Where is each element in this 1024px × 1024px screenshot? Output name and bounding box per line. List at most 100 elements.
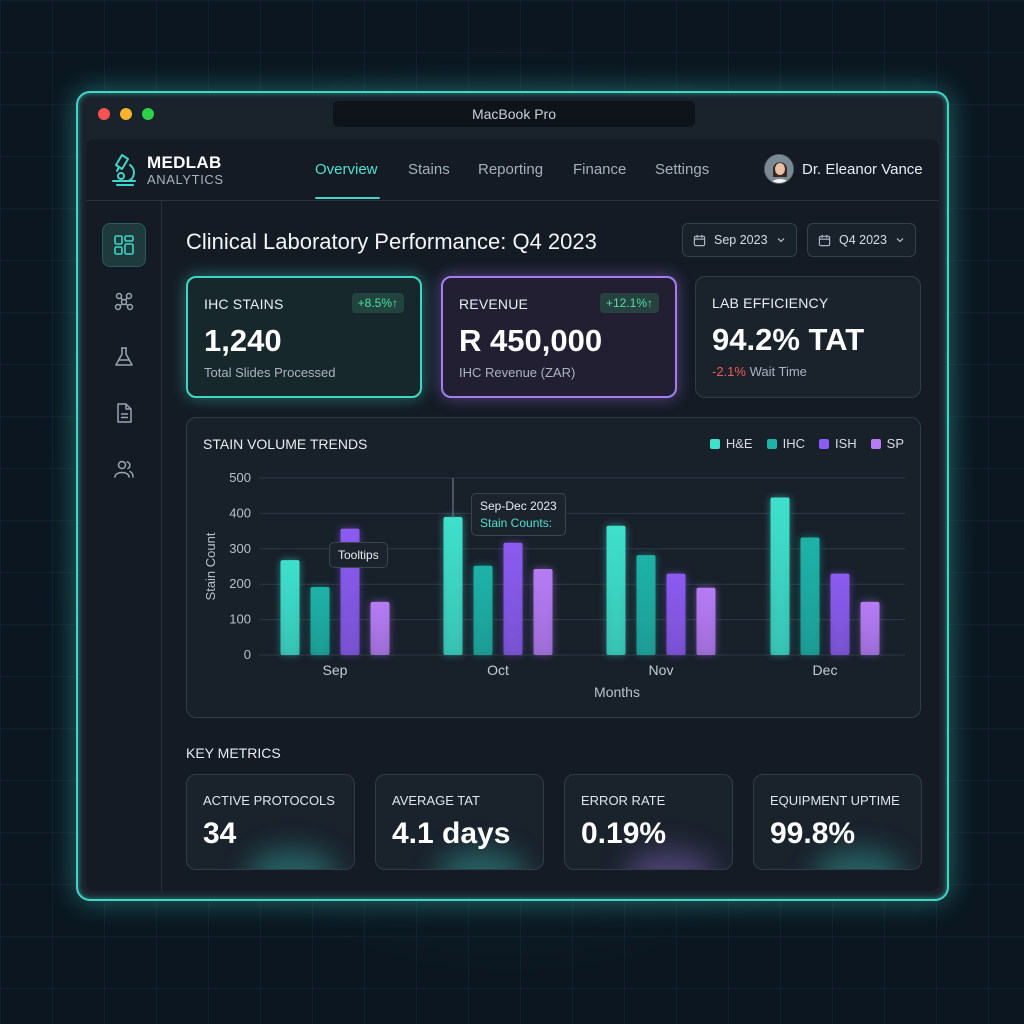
metric-label: EQUIPMENT UPTIME [770,793,900,808]
metric-value: 0.19% [581,817,667,850]
metric-value: 4.1 days [392,817,511,850]
card-glow [436,849,526,869]
close-window-button[interactable] [98,108,110,120]
bar-ihc-sep [310,587,330,655]
chart-tooltip-detail: Sep-Dec 2023 Stain Counts: [471,493,566,536]
y-tick-label: 100 [229,612,251,627]
kpi-subtitle: -2.1% Wait Time [712,364,807,379]
page-title: Clinical Laboratory Performance: Q4 2023 [186,229,597,254]
legend-swatch [818,438,829,449]
card-glow [247,849,337,869]
dashboard-icon [114,235,134,255]
bar-ish-dec [830,573,850,655]
kpi-subtitle: IHC Revenue (ZAR) [459,365,576,380]
molecule-icon [114,292,134,311]
x-tick-label: Nov [649,662,674,678]
bar-sp-sep [370,601,390,655]
window-titlebar: MacBook Pro [78,93,947,137]
kpi-subtitle: Total Slides Processed [204,365,336,380]
trend-badge: +12.1%↑ [599,293,659,313]
metric-card-equipment-uptime[interactable]: EQUIPMENT UPTIME 99.8% [753,774,922,870]
brand-subtitle: ANALYTICS [147,172,224,187]
chart-legend: H&E IHC ISH SP [709,436,904,451]
user-avatar-icon [765,155,793,183]
bar-sp-nov [696,587,716,655]
x-tick-label: Sep [323,662,348,678]
avatar[interactable] [764,154,794,184]
kpi-label: IHC STAINS [204,296,284,312]
document-icon [117,403,132,423]
metric-label: ACTIVE PROTOCOLS [203,793,335,808]
y-axis-label: Stain Count [203,532,218,600]
chart-title: STAIN VOLUME TRENDS [203,436,368,452]
bar-he-dec [770,497,790,655]
sidebar-item-lab[interactable] [102,335,146,379]
bar-he-nov [606,525,626,655]
card-glow [814,849,904,869]
calendar-icon [818,234,831,246]
kpi-delta: -2.1% [712,364,746,379]
user-name[interactable]: Dr. Eleanor Vance [802,161,923,178]
nav-tab-stains[interactable]: Stains [408,161,450,178]
app-header: MEDLAB ANALYTICS Overview Stains Reporti… [86,139,939,201]
bar-sp-oct [533,568,553,655]
kpi-value: 94.2% TAT [712,322,865,357]
legend-swatch [870,438,881,449]
sidebar-item-users[interactable] [102,447,146,491]
maximize-window-button[interactable] [142,108,154,120]
nav-tab-settings[interactable]: Settings [655,161,710,178]
kpi-card-revenue[interactable]: REVENUE +12.1%↑ R 450,000 IHC Revenue (Z… [441,276,677,398]
y-tick-label: 300 [229,541,251,556]
metric-card-active-protocols[interactable]: ACTIVE PROTOCOLS 34 [186,774,355,870]
metric-label: ERROR RATE [581,793,666,808]
sidebar [86,201,162,891]
sidebar-item-molecules[interactable] [102,279,146,323]
x-axis-label: Months [594,684,640,700]
bar-ihc-oct [473,565,493,655]
tooltip-title: Sep-Dec 2023 [480,499,557,513]
legend-swatch [766,438,777,449]
bar-ihc-nov [636,555,656,655]
legend-label: IHC [782,436,805,451]
nav-tab-overview[interactable]: Overview [315,161,378,178]
metric-value: 34 [203,817,237,850]
trend-badge: +8.5%↑ [351,293,404,313]
legend-item-ish[interactable]: ISH [818,436,857,451]
month-filter-dropdown[interactable]: Sep 2023 [682,223,797,257]
kpi-value: 1,240 [204,323,282,358]
nav-tab-reporting[interactable]: Reporting [478,161,544,178]
stain-volume-chart: 0 100 200 300 400 500 Stain Count Sep Oct Nov Dec M… [203,470,905,700]
card-glow [625,849,715,869]
bar-ihc-dec [800,537,820,655]
metric-card-average-tat[interactable]: AVERAGE TAT 4.1 days [375,774,544,870]
metric-card-error-rate[interactable]: ERROR RATE 0.19% [564,774,733,870]
stain-volume-chart-card: STAIN VOLUME TRENDS H&E IHC ISH SP 0 100 2… [186,417,921,718]
x-tick-label: Dec [813,662,838,678]
nav-tab-finance[interactable]: Finance [573,161,627,178]
quarter-filter-dropdown[interactable]: Q4 2023 [807,223,916,257]
minimize-window-button[interactable] [120,108,132,120]
kpi-card-lab-efficiency[interactable]: LAB EFFICIENCY 94.2% TAT -2.1% Wait Time [695,276,921,398]
bar-he-oct [443,516,463,655]
legend-item-he[interactable]: H&E [709,436,753,451]
kpi-subtitle-text: Wait Time [749,364,807,379]
kpi-label: LAB EFFICIENCY [712,295,829,311]
sidebar-item-documents[interactable] [102,391,146,435]
microscope-icon [112,154,136,186]
legend-item-sp[interactable]: SP [870,436,904,451]
tooltip-subtitle: Stain Counts: [480,516,553,530]
metric-label: AVERAGE TAT [392,793,480,808]
sidebar-item-dashboard[interactable] [102,223,146,267]
legend-item-ihc[interactable]: IHC [766,436,805,451]
kpi-label: REVENUE [459,296,529,312]
kpi-value: R 450,000 [459,323,603,358]
legend-label: H&E [725,436,753,451]
y-tick-label: 400 [229,505,251,520]
bar-he-sep [280,560,300,655]
window-title: MacBook Pro [333,101,695,127]
metric-value: 99.8% [770,817,856,850]
chevron-down-icon [896,238,904,243]
y-tick-label: 0 [244,647,251,662]
kpi-card-ihc-stains[interactable]: IHC STAINS +8.5%↑ 1,240 Total Slides Pro… [186,276,422,398]
y-tick-label: 200 [229,576,251,591]
